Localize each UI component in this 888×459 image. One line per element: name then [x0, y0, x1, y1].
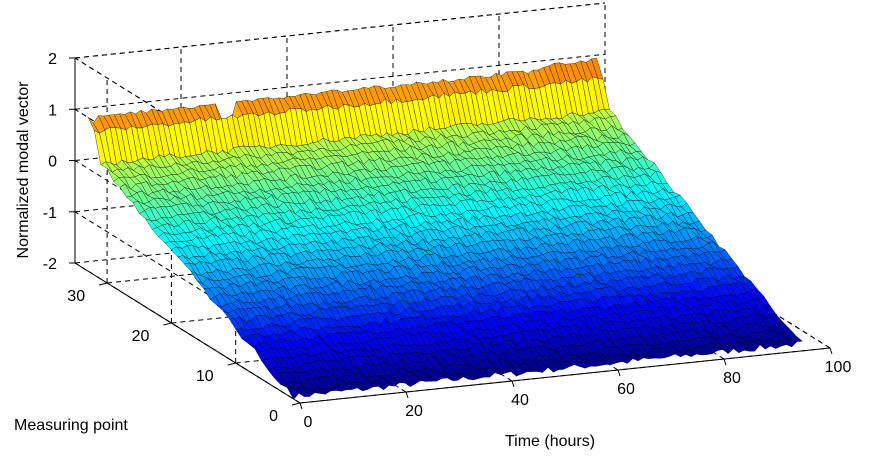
y-tick-label: 20	[132, 328, 150, 345]
gridline-back-z	[74, 211, 301, 353]
x-tick-label: 80	[723, 370, 741, 387]
y-tick-label: 0	[269, 408, 278, 425]
y-tick-label: 10	[196, 368, 214, 385]
y-tick-mark	[98, 282, 108, 286]
x-tick-mark	[829, 347, 833, 355]
z-tick-label: -1	[43, 205, 57, 222]
surface-cell	[790, 335, 803, 342]
x-tick-mark	[405, 391, 409, 399]
x-axis-line	[299, 347, 831, 404]
x-tick-label: 0	[304, 414, 313, 431]
gridline-rear-z	[74, 53, 606, 110]
x-tick-mark	[511, 380, 515, 388]
x-tick-mark	[299, 402, 303, 410]
z-tick-label: -2	[43, 256, 57, 273]
y-axis-line	[74, 262, 301, 404]
y-tick-mark	[163, 322, 172, 326]
surface-mesh	[87, 58, 803, 400]
x-axis-label: Time (hours)	[505, 433, 595, 450]
gridline-back-z	[74, 160, 301, 301]
tick-labels: 0 20 40 60 80 100 0 10 20 30 -2 -1 0 1 2	[43, 51, 852, 431]
z-tick-label: 1	[48, 102, 57, 119]
z-tick-label: 2	[48, 51, 57, 68]
z-axis-label: Normalized modal vector	[15, 81, 32, 259]
y-axis-label: Measuring point	[14, 417, 128, 434]
x-tick-label: 40	[511, 392, 529, 409]
box-edge	[74, 57, 301, 199]
box-edge	[74, 2, 606, 59]
x-tick-label: 60	[617, 381, 635, 398]
y-tick-mark	[291, 402, 301, 406]
x-tick-label: 100	[825, 359, 852, 376]
y-tick-label: 30	[67, 288, 85, 305]
x-tick-mark	[723, 358, 727, 366]
y-tick-mark	[227, 362, 236, 366]
x-tick-mark	[617, 369, 621, 377]
z-tick-label: 0	[48, 154, 57, 171]
x-tick-label: 20	[405, 403, 423, 420]
